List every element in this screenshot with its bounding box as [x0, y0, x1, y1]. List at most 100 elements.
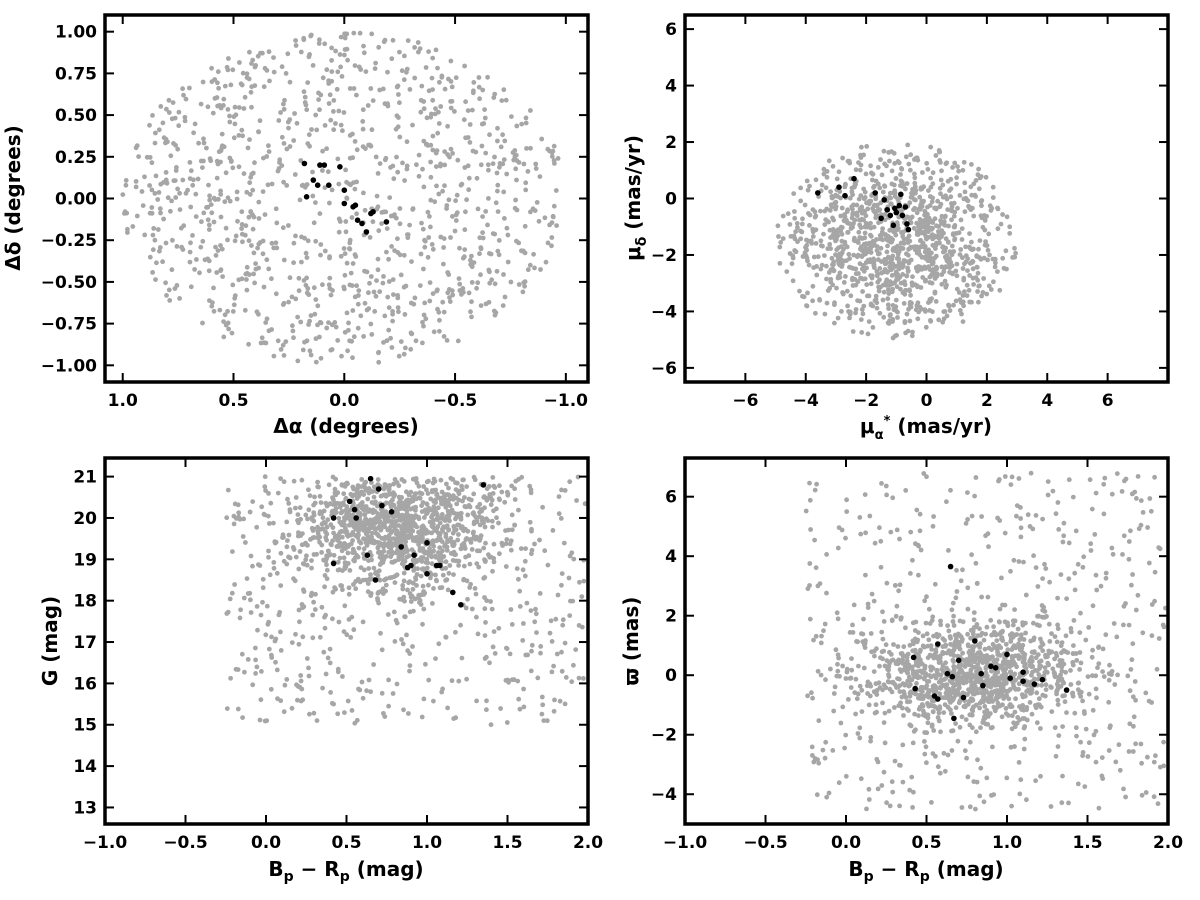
field-star-point — [289, 640, 295, 645]
field-star-point — [352, 558, 357, 564]
field-star-point — [222, 83, 228, 89]
field-star-point — [885, 302, 891, 308]
field-star-point — [287, 507, 293, 512]
field-star-point — [900, 290, 906, 296]
field-star-point — [291, 260, 296, 266]
field-star-point — [362, 300, 368, 306]
field-star-point — [205, 104, 211, 110]
field-star-point — [391, 292, 396, 297]
member-stars-position — [301, 160, 390, 235]
field-star-point — [139, 189, 145, 194]
field-star-point — [847, 256, 852, 261]
field-star-point — [871, 202, 877, 208]
field-star-point — [960, 266, 966, 271]
field-star-point — [533, 161, 539, 167]
field-star-point — [421, 266, 426, 272]
field-star-point — [519, 474, 525, 480]
field-star-point — [359, 484, 364, 489]
field-star-point — [249, 104, 254, 110]
field-star-point — [424, 141, 429, 147]
field-star-point — [389, 56, 395, 62]
field-star-point — [925, 166, 931, 172]
field-star-point — [798, 198, 804, 204]
field-star-point — [840, 155, 845, 161]
field-star-point — [389, 244, 394, 249]
field-star-point — [381, 274, 386, 279]
member-star-point — [884, 207, 891, 213]
field-star-point — [479, 508, 485, 514]
field-star-point — [350, 131, 355, 137]
field-star-point — [964, 282, 970, 288]
field-star-point — [845, 158, 851, 164]
field-star-point — [401, 479, 407, 484]
field-star-point — [488, 599, 493, 604]
field-star-point — [368, 274, 374, 279]
field-star-point — [237, 60, 242, 65]
field-star-point — [411, 608, 416, 614]
field-star-point — [994, 638, 1000, 643]
field-star-point — [1128, 667, 1134, 672]
field-star-point — [908, 152, 914, 158]
field-star-point — [1080, 564, 1086, 570]
field-star-point — [1018, 525, 1024, 531]
field-star-point — [895, 227, 901, 233]
field-star-point — [885, 254, 891, 260]
field-star-point — [1077, 630, 1083, 635]
field-star-point — [392, 580, 398, 585]
field-star-point — [290, 328, 296, 334]
field-star-point — [923, 744, 929, 750]
field-star-point — [928, 643, 934, 649]
field-star-point — [877, 233, 883, 238]
field-star-point — [461, 563, 467, 569]
y-axis-label-proper-motion: μδ (mas/yr) — [621, 135, 650, 261]
field-star-point — [807, 183, 812, 189]
field-star-point — [362, 207, 368, 213]
field-star-point — [266, 149, 272, 155]
field-star-point — [948, 641, 953, 647]
field-star-point — [433, 106, 438, 111]
field-star-point — [420, 555, 426, 560]
field-star-point — [936, 317, 942, 323]
field-star-point — [305, 80, 311, 85]
field-star-point — [384, 226, 390, 232]
field-star-point — [523, 115, 529, 121]
field-star-point — [353, 254, 359, 259]
field-star-point — [228, 82, 234, 88]
field-star-point — [185, 187, 191, 193]
field-star-point — [901, 301, 907, 306]
field-star-point — [461, 540, 467, 546]
field-star-point — [455, 537, 461, 543]
field-star-point — [923, 309, 928, 314]
field-star-point — [405, 235, 411, 241]
field-star-point — [410, 644, 415, 649]
field-star-point — [877, 185, 883, 191]
field-star-point — [209, 65, 215, 71]
field-star-point — [1154, 666, 1160, 672]
field-star-point — [556, 494, 562, 499]
field-star-point — [231, 521, 237, 527]
field-star-point — [899, 179, 905, 185]
field-star-point — [900, 229, 906, 235]
field-star-point — [919, 186, 925, 192]
field-star-point — [421, 184, 427, 190]
field-star-point — [502, 294, 508, 300]
field-star-point — [487, 132, 492, 138]
field-star-point — [967, 231, 972, 237]
field-star-point — [365, 508, 370, 514]
field-star-point — [939, 281, 945, 287]
field-star-point — [166, 97, 172, 103]
plot-frame-position — [103, 13, 590, 384]
field-star-point — [834, 673, 840, 679]
field-star-point — [990, 195, 996, 201]
field-star-point — [236, 164, 242, 170]
field-star-point — [522, 558, 528, 564]
field-star-point — [239, 651, 245, 657]
field-star-point — [267, 78, 272, 84]
field-star-point — [556, 511, 562, 517]
field-star-point — [147, 183, 153, 188]
field-star-point — [453, 212, 459, 218]
field-star-point — [397, 221, 403, 227]
field-star-point — [812, 537, 817, 543]
field-star-point — [448, 58, 454, 64]
